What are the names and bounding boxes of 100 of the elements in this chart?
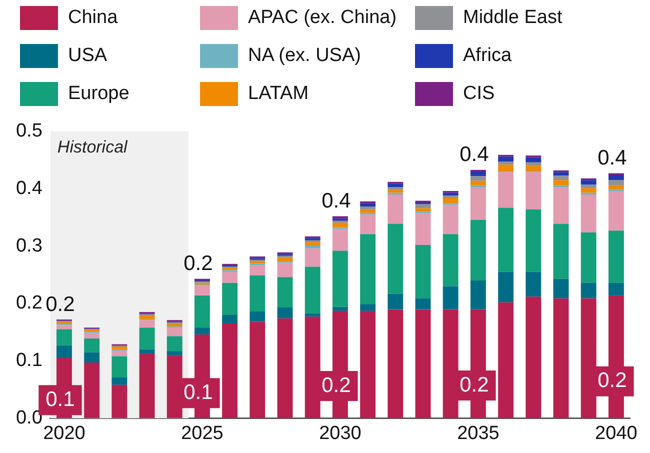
- bar: [580, 188, 596, 193]
- bar: [580, 184, 596, 188]
- total-label: 0.4: [460, 143, 490, 166]
- bar: [415, 213, 431, 245]
- x-tick-label: 2040: [595, 422, 638, 444]
- bar: [442, 234, 458, 286]
- bar: [608, 282, 624, 296]
- bar: [470, 172, 486, 176]
- bar: [608, 185, 624, 190]
- bar: [112, 346, 128, 350]
- bar: [84, 332, 100, 338]
- bar: [332, 250, 348, 307]
- bar: [526, 272, 542, 297]
- bar: [470, 187, 486, 220]
- bar: [360, 234, 376, 304]
- bar: [277, 262, 293, 278]
- data-label: 0.2: [322, 374, 351, 397]
- total-label: 0.4: [598, 146, 628, 170]
- bar: [553, 278, 569, 298]
- bar: [388, 187, 404, 190]
- bar: [112, 356, 128, 378]
- bar: [553, 172, 569, 176]
- data-label: 0.2: [460, 373, 489, 396]
- bar: [277, 277, 293, 308]
- bar: [526, 209, 542, 272]
- bar: [250, 312, 266, 322]
- band-label: Historical: [57, 138, 129, 157]
- bar: [84, 338, 100, 352]
- bar: [608, 191, 624, 231]
- bar: [139, 314, 155, 319]
- x-tick-label: 2025: [181, 422, 224, 444]
- bar: [277, 307, 293, 318]
- bar: [360, 209, 376, 213]
- bar: [222, 282, 238, 315]
- bar: [415, 298, 431, 310]
- bar: [360, 304, 376, 311]
- legend-label: Europe: [68, 83, 130, 105]
- bar: [498, 156, 514, 162]
- bar: [415, 309, 431, 418]
- bar: [553, 298, 569, 418]
- legend-label: Africa: [463, 45, 512, 67]
- bar: [166, 322, 182, 326]
- bar: [526, 172, 542, 210]
- bar: [304, 313, 320, 317]
- x-tick-label: 2030: [319, 422, 362, 444]
- bar: [360, 206, 376, 210]
- bar: [580, 232, 596, 283]
- y-tick-label: 0.5: [16, 120, 42, 142]
- bar: [470, 180, 486, 186]
- bar: [332, 228, 348, 251]
- bar: [526, 157, 542, 162]
- bar: [56, 345, 72, 358]
- bar: [56, 325, 72, 330]
- bar: [360, 203, 376, 207]
- total-label: 0.2: [46, 292, 75, 316]
- bar: [304, 266, 320, 314]
- bar: [139, 328, 155, 350]
- bar: [580, 282, 596, 298]
- x-tick-label: 2020: [43, 422, 86, 444]
- bar: [526, 162, 542, 166]
- y-tick-label: 0.1: [16, 350, 42, 372]
- bar: [498, 172, 514, 208]
- bar: [112, 384, 128, 418]
- bar: [388, 194, 404, 224]
- bar: [415, 204, 431, 208]
- data-label: 0.2: [598, 369, 627, 392]
- bar: [553, 180, 569, 186]
- legend-label: China: [68, 7, 118, 29]
- bar: [277, 318, 293, 418]
- bar: [526, 166, 542, 171]
- bar: [166, 351, 182, 356]
- bar: [304, 248, 320, 267]
- bar: [194, 328, 210, 334]
- bar: [222, 272, 238, 283]
- y-tick-label: 0.4: [16, 178, 43, 199]
- total-label: 0.2: [184, 252, 213, 276]
- bar: [84, 352, 100, 363]
- bar: [194, 295, 210, 328]
- bar: [112, 377, 128, 385]
- bar: [553, 187, 569, 224]
- bar: [470, 280, 486, 310]
- bar: [250, 275, 266, 312]
- bar: [580, 180, 596, 185]
- bar: [553, 176, 569, 180]
- bar: [304, 246, 320, 248]
- bar: [332, 306, 348, 311]
- bar: [442, 286, 458, 310]
- bar: [139, 349, 155, 354]
- bar: [84, 362, 100, 418]
- bar: [553, 224, 569, 279]
- bar: [526, 296, 542, 418]
- bar: [498, 272, 514, 302]
- legend-label: NA (ex. USA): [248, 45, 361, 67]
- bar: [415, 244, 431, 298]
- bar: [360, 214, 376, 234]
- bar: [388, 184, 404, 188]
- bar: [250, 265, 266, 276]
- bar: [304, 242, 320, 246]
- bar: [580, 194, 596, 232]
- bar: [608, 230, 624, 283]
